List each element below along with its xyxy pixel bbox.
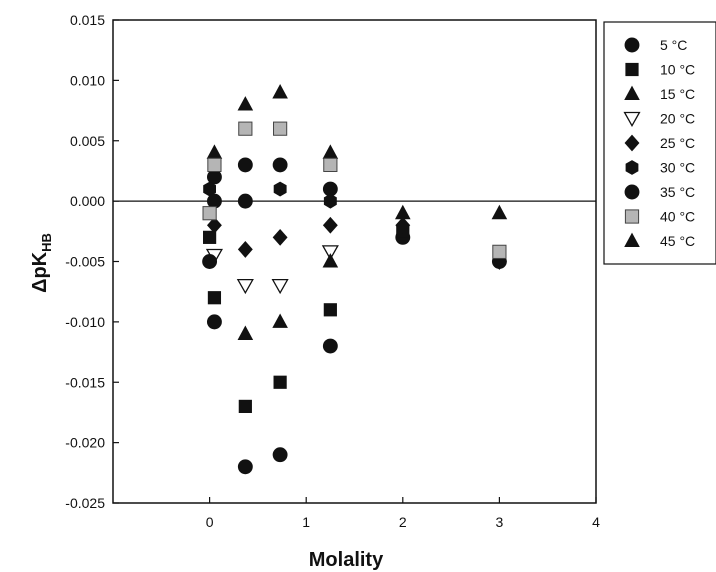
data-point-series-8 [492, 244, 507, 259]
data-point-series-7 [206, 193, 222, 209]
data-point-series-1 [206, 169, 222, 185]
legend-label: 10 °C [660, 62, 695, 78]
x-tick-label: 4 [592, 514, 600, 530]
data-point-series-1 [272, 157, 288, 173]
data-point-series-2 [273, 375, 287, 389]
data-point-series-7 [237, 459, 253, 475]
data-point-series-2 [207, 291, 222, 305]
data-point-series-9 [322, 253, 339, 268]
legend-marker [624, 134, 640, 152]
data-point-series-9 [237, 325, 254, 340]
y-axis-ticks: 0.015 0.010 0.005 0.000 -0.005 -0.010 -0.015 -0… [65, 12, 119, 511]
legend-marker [625, 160, 639, 175]
data-point-series-4 [321, 245, 339, 261]
data-point-series-7 [322, 338, 338, 354]
data-point-series-6 [323, 193, 337, 209]
data-point-series-8 [207, 157, 222, 173]
y-tick-label: -0.015 [65, 374, 105, 390]
y-tick-label: 0.000 [70, 193, 105, 209]
legend-label: 25 °C [660, 135, 695, 151]
x-tick-label: 3 [496, 514, 504, 530]
y-tick-label: -0.010 [65, 314, 105, 330]
x-tick-label: 2 [399, 514, 407, 530]
data-points [202, 84, 508, 475]
data-point-series-7 [272, 447, 288, 463]
data-point-series-5 [206, 216, 222, 234]
data-point-series-6 [203, 181, 216, 197]
data-point-series-2 [203, 230, 217, 244]
y-axis-title: ΔpKHB [29, 233, 54, 293]
legend-marker [624, 209, 640, 224]
data-point-series-8 [238, 121, 253, 136]
legend-box [603, 21, 716, 265]
legend-label: 45 °C [660, 233, 695, 249]
data-point-series-8 [273, 121, 288, 136]
legend-marker [624, 184, 640, 200]
data-point-series-7 [206, 314, 222, 330]
data-point-series-5 [272, 228, 288, 246]
data-point-series-7 [202, 254, 218, 269]
data-point-series-3 [237, 96, 254, 111]
data-point-series-4 [271, 278, 289, 295]
data-point-series-9 [491, 204, 508, 220]
data-point-series-9 [272, 313, 288, 328]
data-point-series-2 [323, 303, 337, 317]
x-tick-label: 0 [206, 514, 214, 530]
data-point-series-6 [273, 181, 287, 197]
legend-marker [623, 111, 641, 128]
legend: 5 °C 10 °C 15 °C 20 °C 25 °C 30 °C 35 °C 40 °C 4… [603, 21, 716, 265]
data-point-series-8 [323, 157, 338, 173]
data-point-series-9 [395, 204, 411, 220]
y-tick-label: 0.005 [70, 133, 105, 149]
data-point-series-3 [322, 144, 339, 159]
y-tick-label: -0.020 [65, 435, 105, 451]
y-axis-title-text: ΔpKHB [29, 233, 54, 293]
legend-label: 20 °C [660, 111, 695, 127]
data-point-series-2 [238, 399, 252, 413]
legend-marker [624, 232, 640, 247]
x-axis-ticks: 0 1 2 3 4 [206, 497, 600, 530]
data-point-series-5 [322, 216, 338, 234]
legend-marker [624, 85, 640, 100]
y-axis-title-main: ΔpK [29, 251, 51, 293]
legend-label: 40 °C [660, 209, 695, 225]
x-tick-label: 1 [302, 514, 310, 530]
data-point-series-1 [237, 157, 253, 173]
legend-label: 15 °C [660, 86, 695, 102]
data-point-series-8 [202, 206, 217, 221]
legend-label: 35 °C [660, 184, 695, 200]
y-tick-label: 0.015 [70, 12, 105, 28]
y-axis-title-subscript: HB [39, 233, 54, 252]
y-tick-label: 0.010 [70, 72, 105, 88]
y-tick-label: -0.005 [65, 254, 105, 270]
x-axis-title: Molality [309, 549, 384, 571]
legend-label: 30 °C [660, 160, 695, 176]
data-point-series-4 [236, 278, 254, 295]
y-tick-label: -0.025 [65, 495, 105, 511]
legend-marker [625, 62, 639, 77]
data-point-series-7 [237, 193, 253, 209]
data-point-series-5 [491, 253, 507, 270]
data-point-series-5 [237, 241, 253, 258]
data-point-series-3 [272, 84, 288, 99]
data-point-series-3 [206, 144, 223, 159]
data-point-series-5 [395, 216, 411, 234]
legend-label: 5 °C [660, 37, 687, 53]
data-point-series-1 [322, 181, 338, 197]
legend-marker [624, 37, 640, 53]
